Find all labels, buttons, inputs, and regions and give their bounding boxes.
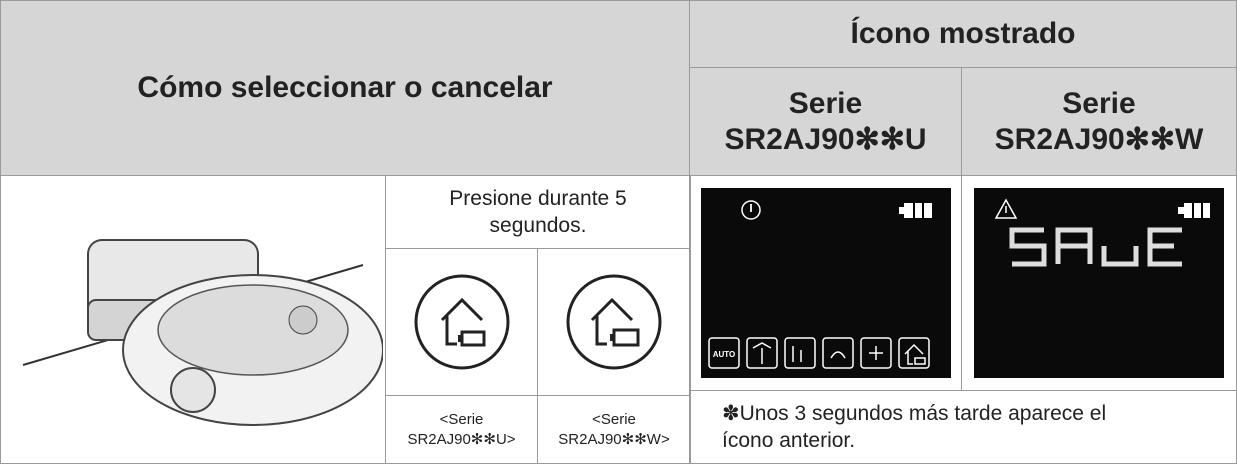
instruction: Presione durante 5 segundos.	[449, 186, 627, 237]
header-cell: Serie SR2AJ90✻✻W	[961, 67, 1237, 176]
lcd-cell	[961, 175, 1237, 391]
lcd-u: AUTO	[700, 188, 951, 378]
header-cell: Serie SR2AJ90✻✻U	[689, 67, 962, 176]
series-w: Serie SR2AJ90✻✻W	[994, 86, 1204, 156]
instruction-cell: Presione durante 5 segundos.	[385, 175, 691, 249]
button-label-u: <Serie SR2AJ90✻✻U>	[407, 411, 516, 448]
note: ✽Unos 3 segundos más tarde aparece el íc…	[722, 401, 1107, 452]
note-cell: ✽Unos 3 segundos más tarde aparece el íc…	[689, 390, 1237, 464]
lcd-w	[974, 188, 1224, 378]
auto-icon-text: AUTO	[712, 350, 735, 359]
robot-cell	[0, 175, 386, 464]
home-button-u	[414, 274, 509, 370]
home-button-w	[566, 274, 662, 370]
label-cell: <Serie SR2AJ90✻✻W>	[537, 395, 691, 464]
header-title: Cómo seleccionar o cancelar	[137, 71, 553, 104]
lcd-cell: AUTO	[689, 175, 962, 391]
header-cell: Cómo seleccionar o cancelar	[0, 0, 690, 176]
header-cell: Ícono mostrado	[689, 0, 1237, 68]
button-cell	[537, 248, 691, 396]
label-cell: <Serie SR2AJ90✻✻U>	[385, 395, 538, 464]
robot-illustration	[22, 238, 383, 426]
series-u: Serie SR2AJ90✻✻U	[724, 86, 927, 156]
button-label-w: <Serie SR2AJ90✻✻W>	[558, 411, 670, 448]
header-icon-shown: Ícono mostrado	[850, 17, 1076, 50]
button-cell	[385, 248, 538, 396]
